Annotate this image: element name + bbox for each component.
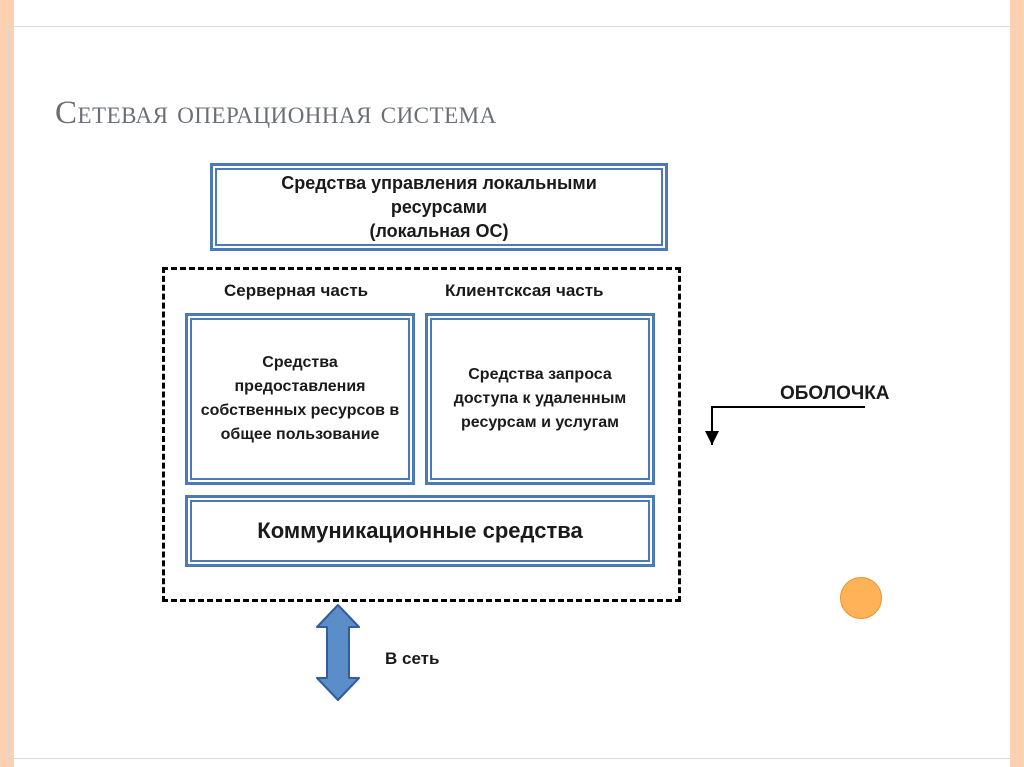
shell-arrow [140,155,900,715]
diagram-container: Средства управления локальными ресурсами… [140,155,900,715]
network-double-arrow-icon [309,605,367,700]
slide-title: Сетевая операционная система [55,95,497,132]
accent-circle-icon [840,577,882,619]
to-network-label: В сеть [385,649,439,669]
